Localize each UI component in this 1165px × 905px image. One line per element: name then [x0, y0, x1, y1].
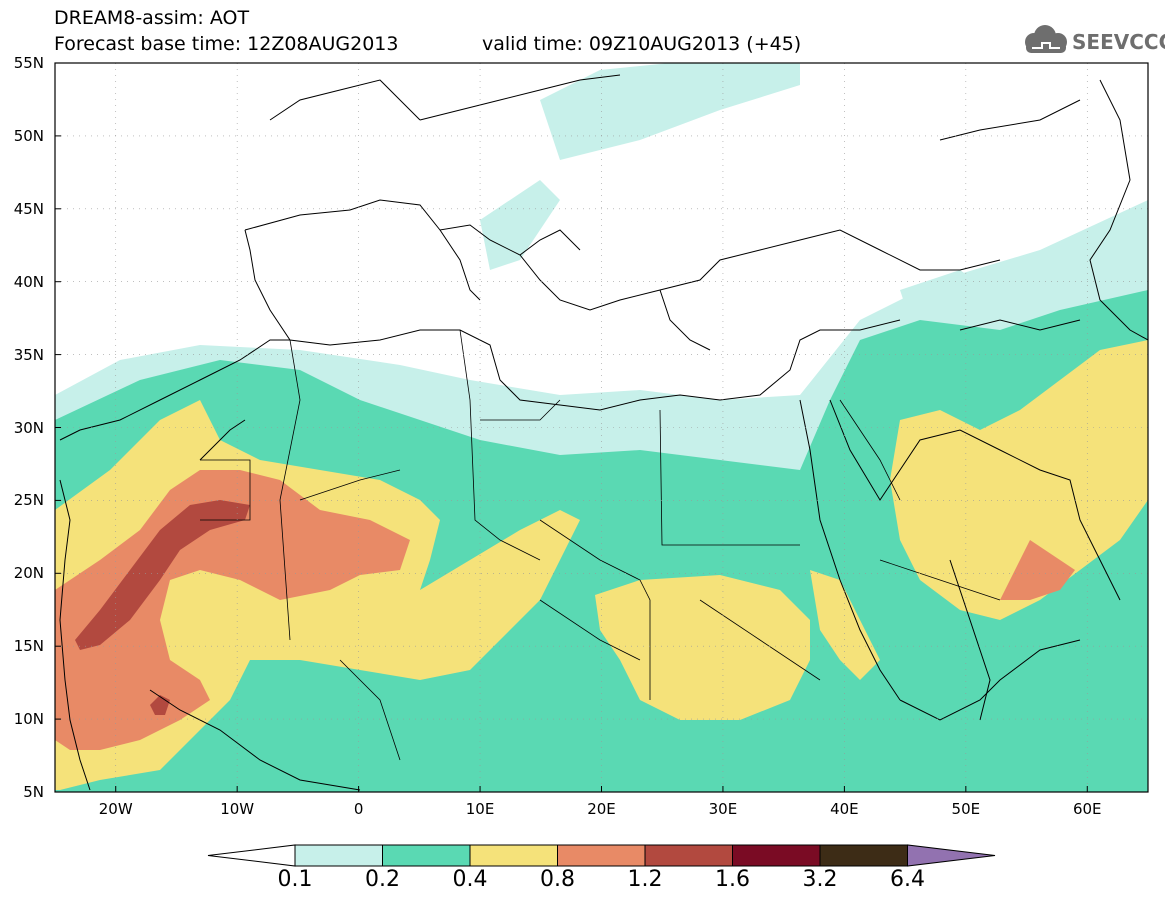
colorbar-high-triangle — [907, 844, 996, 867]
lat-label: 15N — [13, 637, 44, 656]
forecast-base-time: Forecast base time: 12Z08AUG2013 — [54, 33, 399, 55]
lon-label: 10E — [465, 800, 495, 818]
map-title: DREAM8-assim: AOT — [54, 7, 250, 29]
colorbar-label: 0.8 — [540, 867, 575, 892]
lat-label: 10N — [13, 710, 44, 729]
colorbar-segment — [819, 844, 908, 867]
colorbar-segment — [557, 844, 646, 867]
lat-label: 45N — [13, 199, 44, 218]
lat-label: 20N — [13, 564, 44, 583]
cloud-logo-icon — [1025, 25, 1067, 53]
colorbar-label: 6.4 — [890, 867, 925, 892]
colorbar — [207, 844, 996, 867]
lat-label: 5N — [23, 783, 44, 801]
lon-label: 30E — [708, 800, 738, 818]
colorbar-segment — [382, 844, 471, 867]
colorbar-label: 0.1 — [277, 867, 313, 892]
lat-label: 35N — [13, 345, 44, 364]
lat-label: 25N — [13, 491, 44, 510]
colorbar-segment — [469, 844, 558, 867]
lon-label: 10W — [220, 800, 255, 818]
lat-label: 50N — [13, 126, 44, 145]
lat-label: 55N — [13, 54, 44, 72]
lon-label: 0 — [353, 800, 364, 818]
lat-label: 30N — [13, 418, 44, 437]
lon-label: 40E — [830, 800, 859, 818]
colorbar-segment — [644, 844, 733, 867]
valid-time: valid time: 09Z10AUG2013 (+45) — [482, 33, 802, 55]
aot-field — [55, 63, 1148, 792]
colorbar-segment — [732, 844, 821, 867]
colorbar-low-triangle — [207, 844, 296, 867]
colorbar-label: 0.4 — [452, 867, 488, 892]
lon-label: 20E — [587, 800, 616, 818]
lon-label: 50E — [951, 800, 981, 818]
axis-ticks — [55, 62, 1088, 793]
colorbar-segment — [294, 844, 383, 867]
lon-label: 20W — [98, 800, 133, 818]
country-borders — [200, 329, 1001, 761]
colorbar-label: 1.6 — [715, 867, 750, 892]
colorbar-label: 1.2 — [627, 867, 663, 892]
logo-text: SEEVCCC — [1072, 30, 1165, 54]
lon-label: 60E — [1072, 800, 1102, 818]
colorbar-label: 3.2 — [802, 867, 838, 892]
lat-label: 40N — [13, 272, 44, 291]
colorbar-label: 0.2 — [365, 867, 400, 892]
coastlines — [59, 74, 1148, 791]
